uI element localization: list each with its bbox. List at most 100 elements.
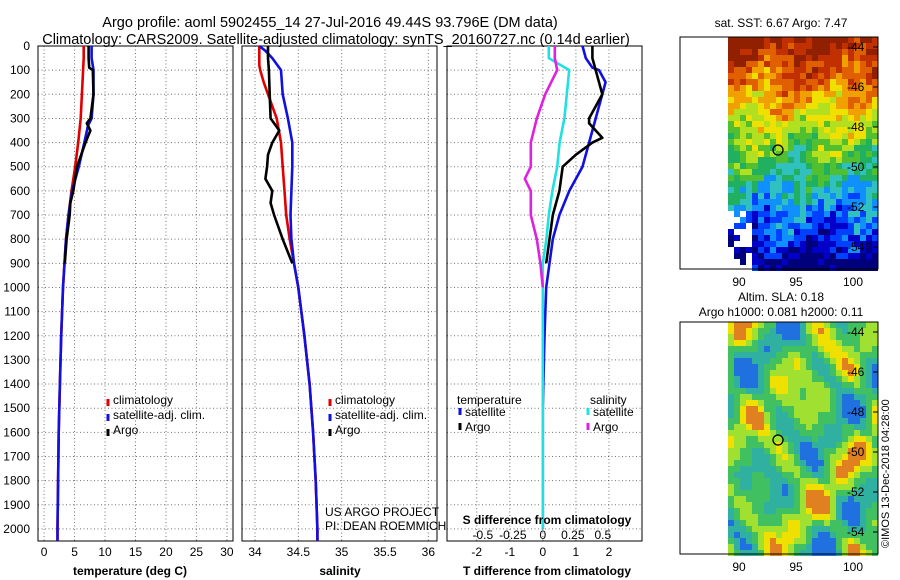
x-tick-label: 10: [98, 545, 112, 559]
sla-map: [679, 321, 879, 556]
credit-line2: PI: DEAN ROEMMICH: [325, 519, 446, 533]
salinity-xlabel: salinity: [319, 564, 361, 578]
lon-tick-label: 90: [732, 275, 746, 289]
temperature-xlabel: temperature (deg C): [73, 564, 187, 578]
x-tick-label: 30: [220, 545, 234, 559]
depth-tick-label: 200: [10, 87, 30, 101]
sla-map-axes: -44 -46 -48 -50 -52 -54 90 95 100: [732, 325, 878, 574]
s-tick-label: 0.5: [595, 528, 612, 542]
difference-xlabel: T difference from climatology: [463, 564, 631, 578]
sst-map: [679, 36, 879, 271]
lat-tick-label: -54: [847, 240, 865, 254]
salinity-panel: 34 34.5 35 35.5 36: [241, 44, 438, 559]
imos-stamp: ©IMOS 13-Dec-2018 04:28:00: [880, 399, 892, 548]
x-tick-label: 25: [190, 545, 204, 559]
legend-sal-satellite: satellite: [593, 405, 634, 419]
legend-satellite-adj: satellite-adj. clim.: [113, 408, 205, 422]
depth-tick-label: 400: [10, 136, 30, 150]
legend-temp-satellite: satellite: [465, 405, 506, 419]
legend-sal-argo: Argo: [593, 420, 619, 434]
x-tick-label: 35.5: [373, 545, 397, 559]
x-tick-label: 20: [159, 545, 173, 559]
depth-tick-label: 1300: [3, 353, 30, 367]
lat-tick-label: -44: [847, 40, 865, 54]
depth-tick-label: 0: [23, 39, 30, 53]
credit-line1: US ARGO PROJECT: [325, 505, 440, 519]
s-tick-label: 0: [540, 528, 547, 542]
depth-tick-label: 100: [10, 63, 30, 77]
sla-map-title1: Altim. SLA: 0.18: [738, 290, 824, 304]
argo-location-marker: [772, 434, 784, 446]
s-tick-label: -0.25: [499, 528, 527, 542]
argo-location-marker: [772, 144, 784, 156]
title-line1: Argo profile: aoml 5902455_14 27-Jul-201…: [102, 15, 557, 31]
lat-tick-label: -50: [847, 160, 865, 174]
series-satellite-adj-clim-: [258, 44, 319, 541]
difference-legend: temperature satellite Argo salinity sate…: [457, 393, 634, 434]
lon-tick-label: 100: [843, 560, 863, 574]
difference-panel: -2 -1 0 1 2 -0.5 -0.25 0 0.25 0.5: [446, 45, 643, 559]
series-climatology: [56, 46, 85, 541]
x-tick-label: 5: [71, 545, 78, 559]
x-tick-label: -1: [504, 545, 515, 559]
lat-tick-label: -46: [847, 365, 865, 379]
lat-tick-label: -52: [847, 200, 865, 214]
lat-tick-label: -48: [847, 405, 865, 419]
depth-tick-label: 500: [10, 160, 30, 174]
x-tick-label: -2: [471, 545, 482, 559]
lat-tick-label: -54: [847, 525, 865, 539]
depth-tick-label: 700: [10, 208, 30, 222]
lon-tick-label: 95: [789, 560, 803, 574]
depth-tick-label: 1800: [3, 474, 30, 488]
depth-tick-label: 1700: [3, 449, 30, 463]
x-tick-label: 34.5: [287, 545, 311, 559]
legend-temp-argo: Argo: [465, 420, 491, 434]
legend-climatology: climatology: [113, 393, 173, 407]
s-tick-label: 0.25: [561, 528, 585, 542]
s-difference-xlabel: S difference from climatology: [463, 513, 632, 527]
depth-tick-label: 300: [10, 111, 30, 125]
lon-tick-label: 95: [789, 275, 803, 289]
lat-tick-label: -50: [847, 445, 865, 459]
series-temperature-argo: [544, 46, 604, 264]
depth-tick-label: 1000: [3, 280, 30, 294]
x-tick-label: 1: [573, 545, 580, 559]
legend-argo: Argo: [335, 423, 361, 437]
lat-tick-label: -46: [847, 80, 865, 94]
lon-tick-label: 90: [732, 560, 746, 574]
x-tick-label: 35: [335, 545, 349, 559]
lat-tick-label: -48: [847, 120, 865, 134]
title-line2: Climatology: CARS2009. Satellite-adjuste…: [42, 32, 630, 48]
depth-tick-label: 1200: [3, 329, 30, 343]
salinity-legend: climatology satellite-adj. clim. Argo: [328, 393, 427, 437]
s-tick-label: -0.5: [473, 528, 494, 542]
legend-salinity-heading: salinity: [590, 393, 627, 407]
temperature-panel: 0 5 10 15 20 25 30: [37, 45, 234, 559]
x-tick-label: 15: [129, 545, 143, 559]
legend-satellite-adj: satellite-adj. clim.: [335, 408, 427, 422]
depth-tick-label: 800: [10, 232, 30, 246]
x-tick-label: 2: [606, 545, 613, 559]
series-salinity-satellite: [541, 46, 571, 529]
legend-temperature-heading: temperature: [457, 393, 522, 407]
lon-tick-label: 100: [843, 275, 863, 289]
series-salinity-argo: [523, 46, 559, 288]
legend-argo: Argo: [113, 423, 139, 437]
temperature-legend: climatology satellite-adj. clim. Argo: [106, 393, 205, 437]
depth-tick-label: 1400: [3, 377, 30, 391]
sla-map-title2: Argo h1000: 0.081 h2000: 0.11: [699, 305, 864, 319]
depth-tick-label: 1600: [3, 425, 30, 439]
depth-tick-label: 1500: [3, 401, 30, 415]
depth-tick-label: 900: [10, 256, 30, 270]
x-tick-label: 0: [41, 545, 48, 559]
legend-climatology: climatology: [335, 393, 395, 407]
sst-map-title: sat. SST: 6.67 Argo: 7.47: [715, 16, 848, 30]
series-argo: [63, 46, 95, 264]
depth-tick-label: 1900: [3, 498, 30, 512]
lat-tick-label: -44: [847, 325, 865, 339]
x-tick-label: 36: [422, 545, 436, 559]
x-tick-label: 0: [540, 545, 547, 559]
series-argo: [264, 46, 294, 264]
depth-tick-label: 1100: [4, 305, 30, 319]
